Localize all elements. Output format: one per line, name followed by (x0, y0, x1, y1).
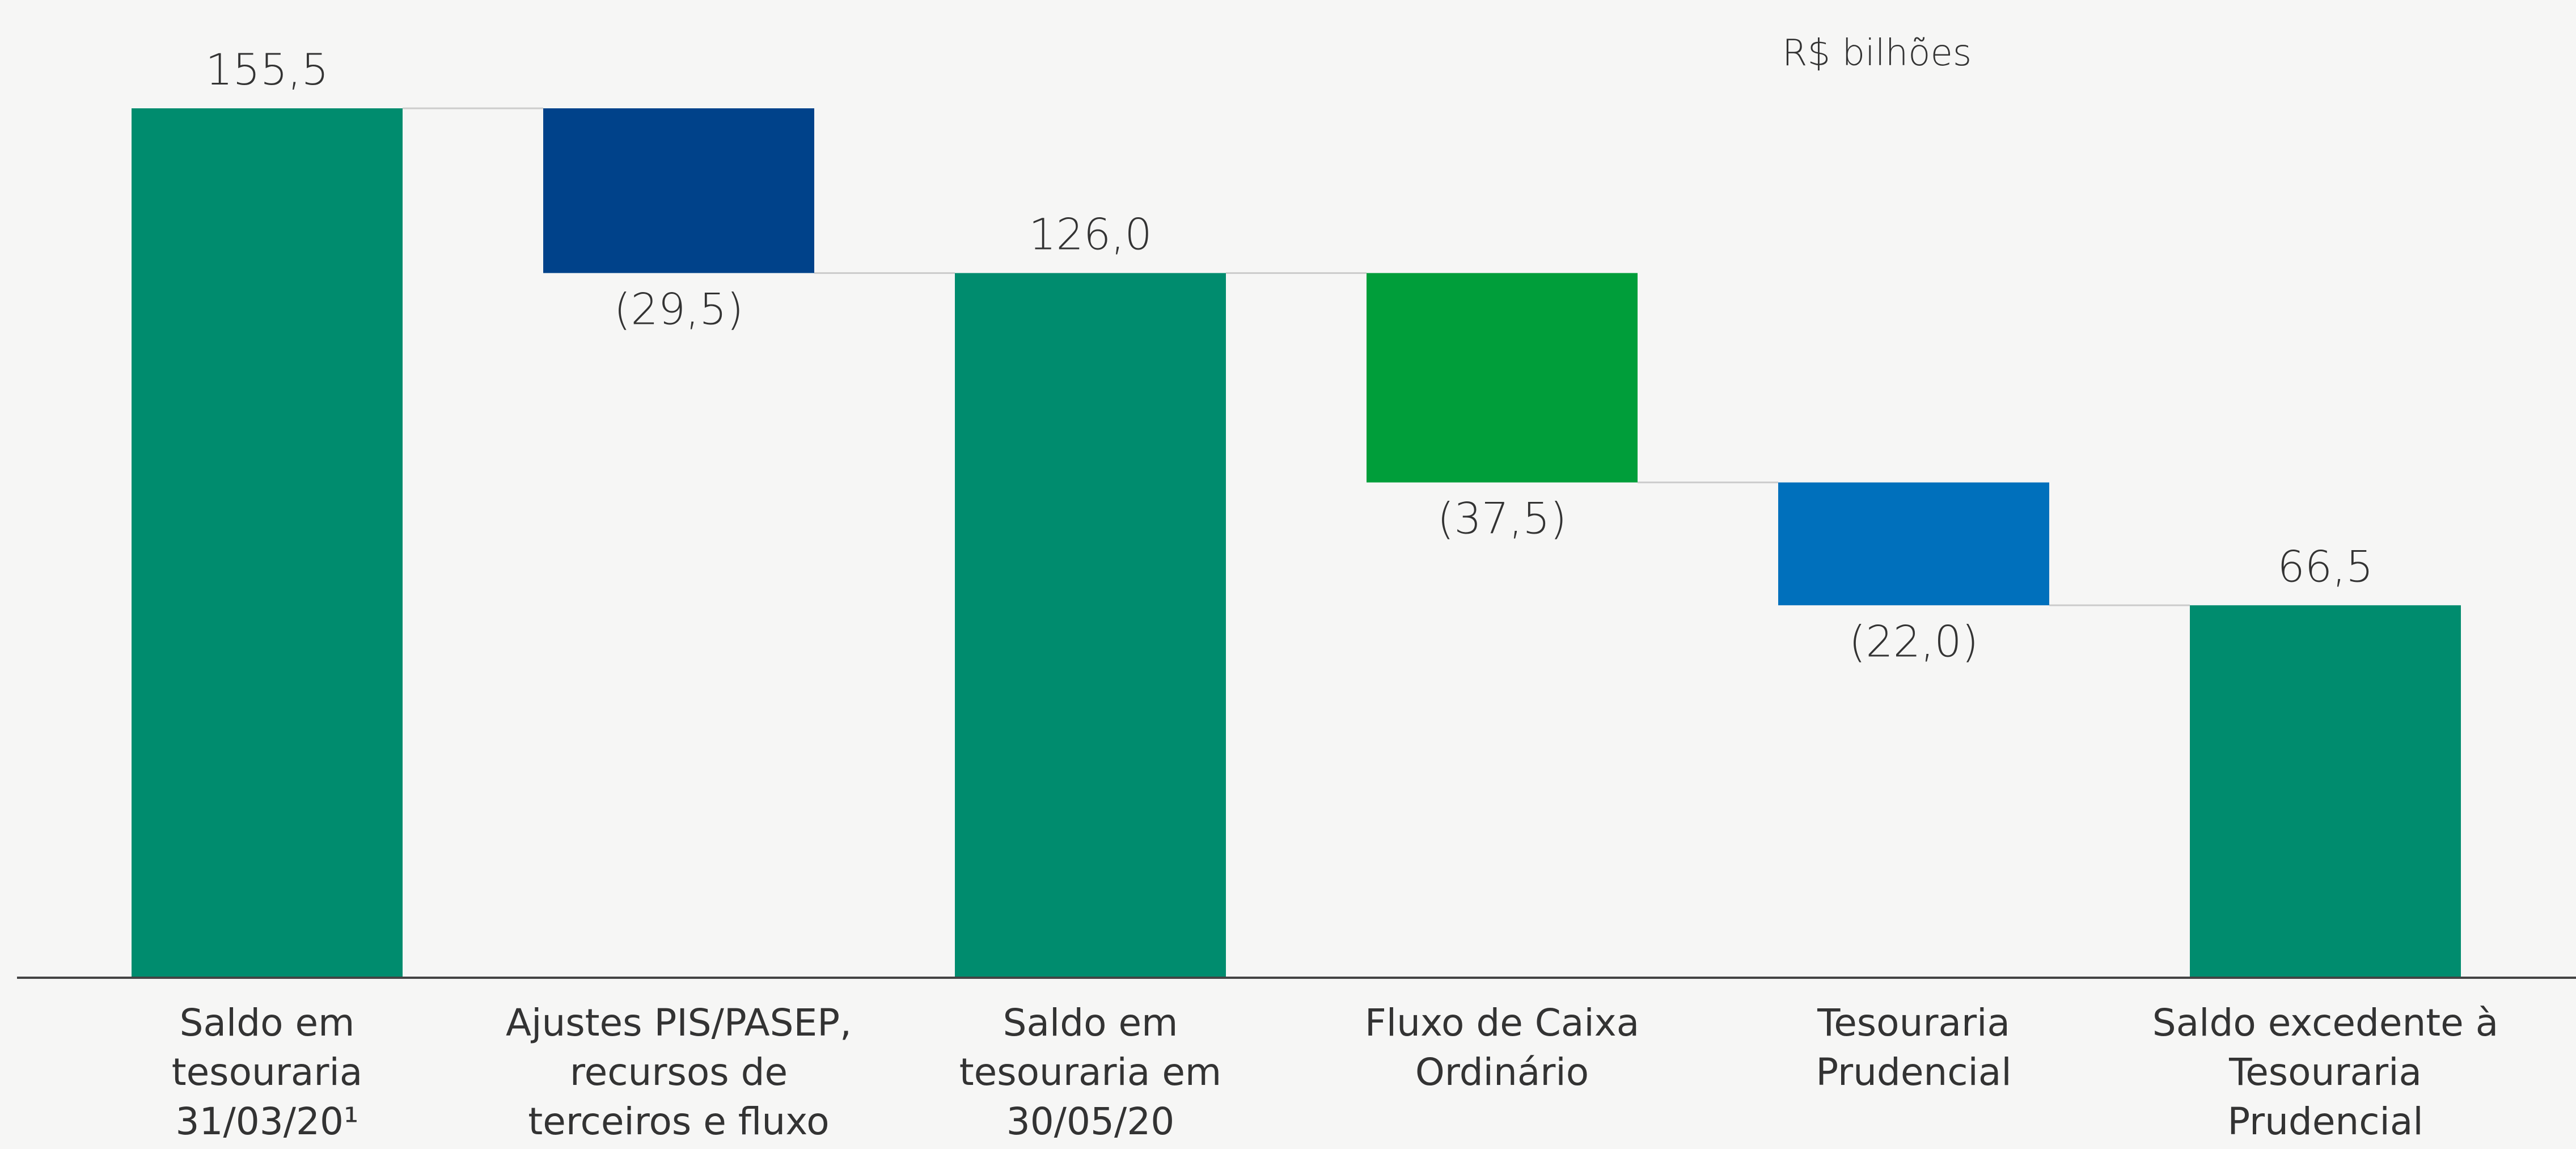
bar (1778, 482, 2049, 606)
x-tick-label: Ajustes PIS/PASEP, recursos de terceiros… (505, 1001, 852, 1143)
value-label: 66,5 (2277, 541, 2373, 592)
x-tick-label: Saldo excedente à Tesouraria Prudencial (2152, 1001, 2499, 1143)
bar (2190, 605, 2461, 977)
bar (955, 273, 1226, 977)
x-tick-label: Saldo em tesouraria em 30/05/20 (959, 1001, 1222, 1143)
x-tick-label: Tesouraria Prudencial (1816, 1001, 2012, 1094)
x-tick-label: Saldo em tesouraria 31/03/20¹ (171, 1001, 363, 1143)
bar (132, 108, 403, 977)
value-label: (29,5) (614, 284, 744, 334)
bar (543, 108, 814, 273)
value-label: 155,5 (205, 44, 329, 95)
x-tick-label: Fluxo de Caixa Ordinário (1364, 1001, 1640, 1094)
bar (1367, 273, 1638, 483)
value-label: (37,5) (1437, 493, 1567, 544)
value-label: (22,0) (1849, 616, 1979, 666)
value-label: 126,0 (1029, 209, 1152, 259)
unit-label: R$ bilhões (1782, 32, 1972, 74)
